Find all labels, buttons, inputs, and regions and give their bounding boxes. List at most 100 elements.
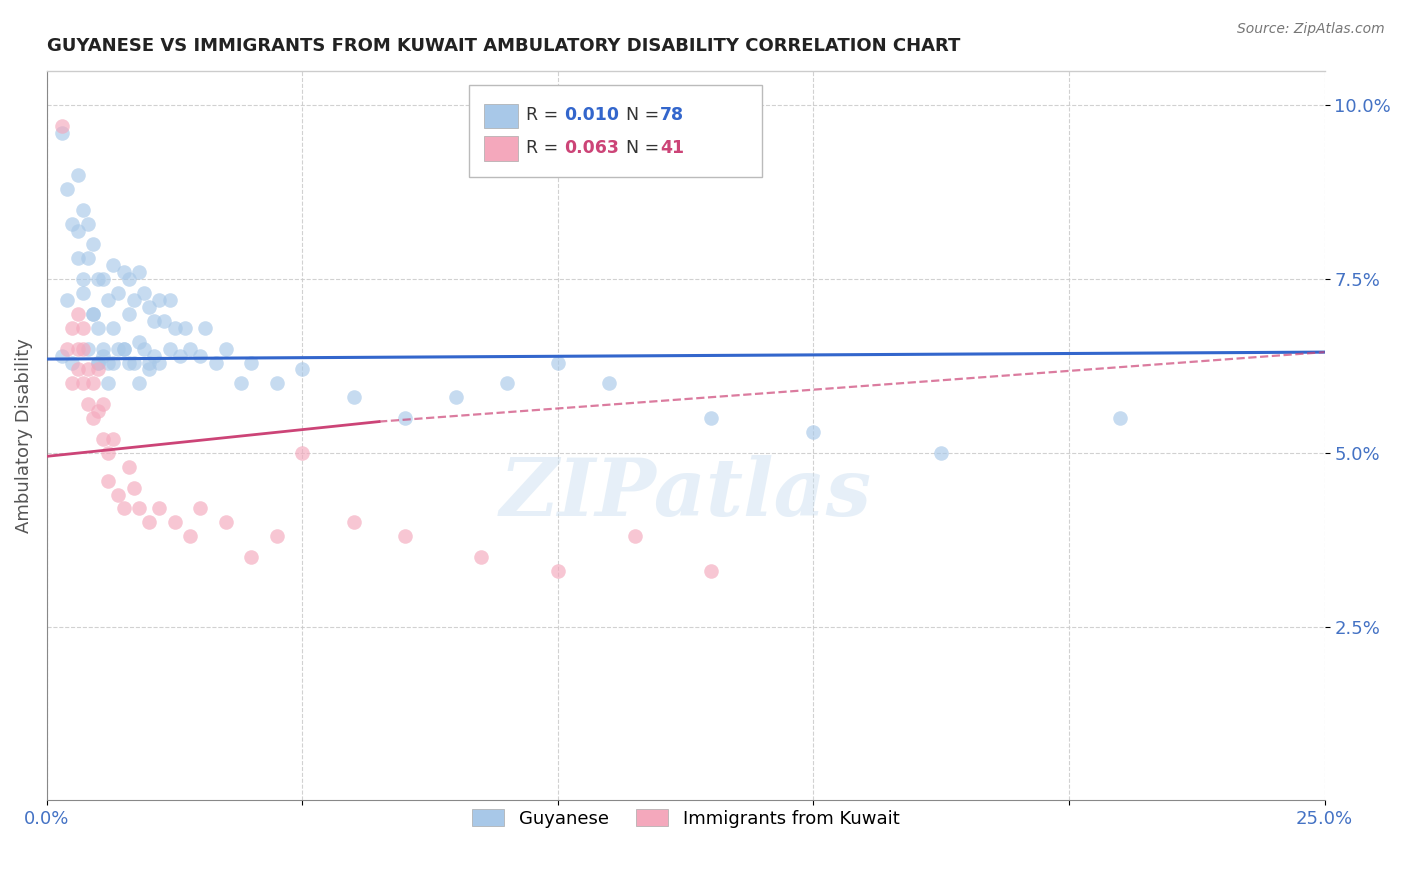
Point bbox=[91, 432, 114, 446]
Point bbox=[91, 349, 114, 363]
Point bbox=[112, 265, 135, 279]
Point bbox=[470, 550, 492, 565]
Point bbox=[72, 320, 94, 334]
Point bbox=[97, 474, 120, 488]
Y-axis label: Ambulatory Disability: Ambulatory Disability bbox=[15, 338, 32, 533]
Text: 0.063: 0.063 bbox=[564, 139, 619, 157]
Point bbox=[342, 516, 364, 530]
Point bbox=[122, 293, 145, 307]
Point bbox=[82, 411, 104, 425]
Point bbox=[82, 376, 104, 391]
Text: N =: N = bbox=[616, 139, 665, 157]
Point bbox=[215, 342, 238, 356]
Point bbox=[240, 355, 263, 369]
Text: GUYANESE VS IMMIGRANTS FROM KUWAIT AMBULATORY DISABILITY CORRELATION CHART: GUYANESE VS IMMIGRANTS FROM KUWAIT AMBUL… bbox=[46, 37, 960, 55]
Point bbox=[163, 516, 186, 530]
Point bbox=[291, 362, 314, 376]
Point bbox=[66, 342, 89, 356]
Point bbox=[97, 355, 120, 369]
Point bbox=[143, 314, 166, 328]
Point bbox=[547, 355, 569, 369]
Point bbox=[342, 390, 364, 404]
Point bbox=[128, 334, 150, 349]
Point bbox=[122, 481, 145, 495]
Point bbox=[122, 355, 145, 369]
Point bbox=[132, 286, 155, 301]
Point bbox=[51, 126, 73, 140]
Point bbox=[82, 307, 104, 321]
FancyBboxPatch shape bbox=[484, 103, 519, 128]
Point bbox=[62, 355, 84, 369]
Point bbox=[66, 362, 89, 376]
Point bbox=[56, 182, 79, 196]
Point bbox=[132, 342, 155, 356]
Point bbox=[138, 362, 160, 376]
Point bbox=[72, 202, 94, 217]
Point bbox=[148, 293, 170, 307]
Point bbox=[495, 376, 517, 391]
Point bbox=[153, 314, 176, 328]
Point bbox=[118, 307, 141, 321]
Point bbox=[112, 342, 135, 356]
Point bbox=[291, 446, 314, 460]
FancyBboxPatch shape bbox=[468, 86, 762, 177]
Point bbox=[62, 376, 84, 391]
Point bbox=[138, 300, 160, 314]
Point bbox=[76, 252, 98, 266]
Point bbox=[188, 349, 211, 363]
Text: N =: N = bbox=[616, 106, 665, 124]
Point bbox=[128, 376, 150, 391]
Point bbox=[51, 120, 73, 134]
Point bbox=[103, 258, 125, 272]
Point bbox=[148, 501, 170, 516]
Point bbox=[72, 342, 94, 356]
Point bbox=[66, 223, 89, 237]
Point bbox=[118, 459, 141, 474]
Point bbox=[444, 390, 467, 404]
Text: 78: 78 bbox=[661, 106, 685, 124]
Point bbox=[118, 355, 141, 369]
Text: 0.010: 0.010 bbox=[564, 106, 619, 124]
Point bbox=[107, 286, 129, 301]
Point bbox=[97, 376, 120, 391]
Point bbox=[128, 265, 150, 279]
Point bbox=[266, 376, 288, 391]
Point bbox=[82, 237, 104, 252]
Point bbox=[97, 293, 120, 307]
Point bbox=[1109, 411, 1132, 425]
Point bbox=[66, 252, 89, 266]
Point bbox=[547, 564, 569, 578]
Point bbox=[91, 342, 114, 356]
Point bbox=[143, 349, 166, 363]
Point bbox=[87, 355, 110, 369]
Point bbox=[87, 362, 110, 376]
Point bbox=[240, 550, 263, 565]
Point bbox=[66, 307, 89, 321]
Point bbox=[394, 529, 416, 543]
Point bbox=[159, 342, 181, 356]
Point bbox=[112, 342, 135, 356]
Point bbox=[103, 432, 125, 446]
FancyBboxPatch shape bbox=[484, 136, 519, 161]
Point bbox=[138, 516, 160, 530]
Point bbox=[87, 355, 110, 369]
Point bbox=[204, 355, 226, 369]
Point bbox=[173, 320, 195, 334]
Point bbox=[803, 425, 825, 439]
Point bbox=[87, 404, 110, 418]
Point bbox=[929, 446, 952, 460]
Text: R =: R = bbox=[526, 106, 564, 124]
Point bbox=[72, 286, 94, 301]
Point bbox=[72, 272, 94, 286]
Point bbox=[215, 516, 238, 530]
Point bbox=[97, 446, 120, 460]
Point bbox=[62, 320, 84, 334]
Point bbox=[128, 501, 150, 516]
Point bbox=[700, 411, 723, 425]
Point bbox=[163, 320, 186, 334]
Point bbox=[62, 217, 84, 231]
Point bbox=[103, 355, 125, 369]
Point bbox=[179, 342, 201, 356]
Point bbox=[87, 320, 110, 334]
Point bbox=[700, 564, 723, 578]
